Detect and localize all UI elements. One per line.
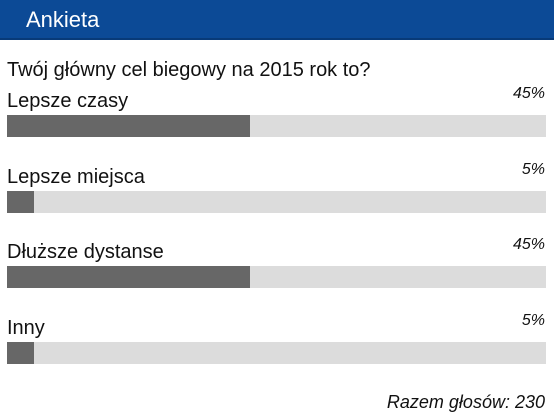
option-bar-fill — [7, 191, 34, 213]
option-bar-fill — [7, 115, 250, 137]
poll-total-votes: Razem głosów: 230 — [386, 392, 545, 412]
poll-option-lepsze-czasy: Lepsze czasy 45% — [0, 85, 554, 149]
option-label: Lepsze czasy — [7, 90, 129, 112]
poll-header: Ankieta — [0, 0, 554, 40]
option-label: Inny — [7, 317, 45, 339]
poll-option-inny: Inny 5% — [0, 312, 554, 376]
option-label: Dłuższe dystanse — [7, 241, 164, 263]
poll-option-dluzsze-dystanse: Dłuższe dystanse 45% — [0, 236, 554, 300]
option-bar-fill — [7, 342, 34, 364]
option-percent: 45% — [512, 85, 545, 102]
option-label: Lepsze miejsca — [7, 166, 145, 188]
option-bar-fill — [7, 266, 250, 288]
option-bar-track — [7, 342, 546, 364]
poll-question: Twój główny cel biegowy na 2015 rok to? — [7, 59, 371, 81]
poll-title: Ankieta — [26, 7, 100, 32]
option-bar-track — [7, 266, 546, 288]
option-bar-track — [7, 115, 546, 137]
option-percent: 5% — [521, 312, 545, 329]
option-percent: 45% — [512, 236, 545, 253]
option-percent: 5% — [521, 161, 545, 178]
option-bar-track — [7, 191, 546, 213]
poll-option-lepsze-miejsca: Lepsze miejsca 5% — [0, 161, 554, 225]
